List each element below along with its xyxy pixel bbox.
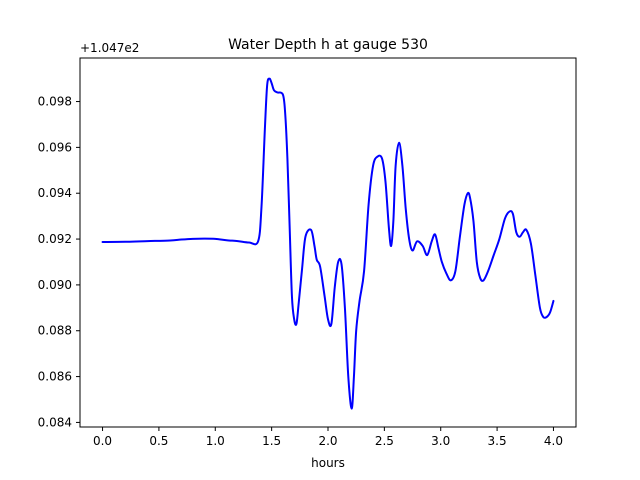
y-tick-label: 0.096 (38, 140, 72, 154)
x-tick-label: 3.5 (488, 434, 507, 448)
x-tick-label: 4.0 (544, 434, 563, 448)
y-tick-label: 0.086 (38, 370, 72, 384)
y-axis-offset-label: +1.047e2 (80, 41, 139, 55)
x-tick-label: 2.5 (375, 434, 394, 448)
x-tick-label: 1.0 (206, 434, 225, 448)
y-tick-label: 0.084 (38, 415, 72, 429)
x-tick-label: 1.5 (262, 434, 281, 448)
plot-background (80, 58, 576, 427)
y-tick-label: 0.088 (38, 324, 72, 338)
x-tick-label: 0.0 (93, 434, 112, 448)
series-line-0 (101, 77, 555, 410)
x-tick-label: 0.5 (149, 434, 168, 448)
x-tick-label: 3.0 (431, 434, 450, 448)
x-tick-label: 2.0 (318, 434, 337, 448)
y-tick-label: 0.094 (38, 186, 72, 200)
chart-title: Water Depth h at gauge 530 (228, 37, 428, 53)
y-tick-label: 0.098 (38, 95, 72, 109)
y-tick-label: 0.092 (38, 232, 72, 246)
plot-layer (101, 77, 555, 410)
y-tick-label: 0.090 (38, 278, 72, 292)
x-axis-label: hours (311, 456, 345, 470)
y-axis-ticks: 0.084 0.086 0.088 0.090 0.092 0.094 0.096 0.098 (38, 95, 80, 429)
x-axis-ticks: 0.0 0.5 1.0 1.5 2.0 2.5 3.0 3.5 4.0 (93, 427, 563, 448)
